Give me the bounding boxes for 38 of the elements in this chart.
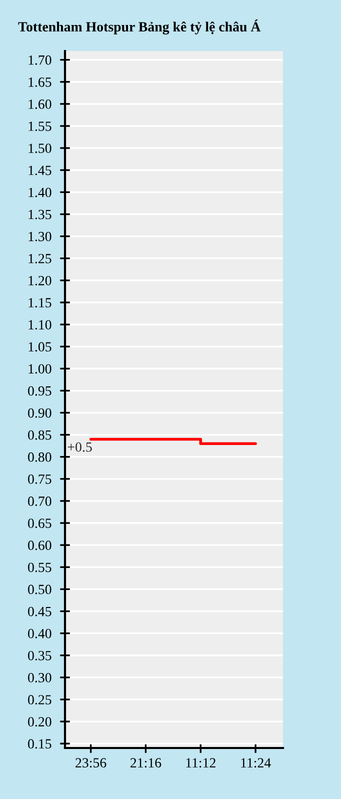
y-tick-label: 1.00 [28,364,52,374]
y-tick-label: 1.40 [28,188,52,198]
y-tick-label: 0.70 [28,496,52,506]
y-tick-label: 1.50 [28,144,52,154]
y-tick-label: 0.15 [28,739,52,749]
y-tick-label: 0.35 [28,650,52,660]
y-tick-label: 1.30 [28,232,52,242]
y-tick-label: 1.70 [28,55,52,65]
y-tick-label: 0.60 [28,540,52,550]
y-tick-label: 0.40 [28,628,52,638]
y-tick-label: 1.05 [28,342,52,352]
y-tick-label: 1.65 [28,78,52,87]
y-tick-label: 1.25 [28,254,52,264]
x-tick-label: 11:12 [186,758,216,768]
x-tick-label: 11:24 [241,758,271,768]
x-tick-label: 21:16 [130,758,162,768]
y-tick-label: 1.55 [28,122,52,132]
y-tick-label: 1.15 [28,298,52,308]
y-tick-label: 0.25 [28,695,52,704]
chart-title: Tottenham Hotspur Bảng kê tỷ lệ châu Á [18,20,261,34]
y-tick-label: 0.55 [28,562,52,572]
y-tick-label: 1.35 [28,210,52,220]
y-tick-label: 0.20 [28,717,52,727]
y-tick-label: 0.85 [28,430,52,440]
x-tick-label: 23:56 [76,758,106,768]
y-tick-label: 0.80 [28,452,52,462]
y-tick-label: 0.75 [28,474,52,484]
y-tick-label: 0.95 [28,386,52,396]
annotation: +0.5 [68,442,92,452]
y-tick-label: 0.50 [28,584,52,594]
y-tick-label: 1.60 [28,100,52,109]
y-tick-label: 0.30 [28,673,52,682]
y-tick-label: 1.20 [28,276,52,286]
y-tick-label: 0.90 [28,408,52,418]
y-tick-label: 1.10 [28,320,52,330]
y-tick-label: 0.45 [28,606,52,616]
y-tick-label: 0.65 [28,518,52,528]
y-tick-label: 1.45 [28,166,52,176]
